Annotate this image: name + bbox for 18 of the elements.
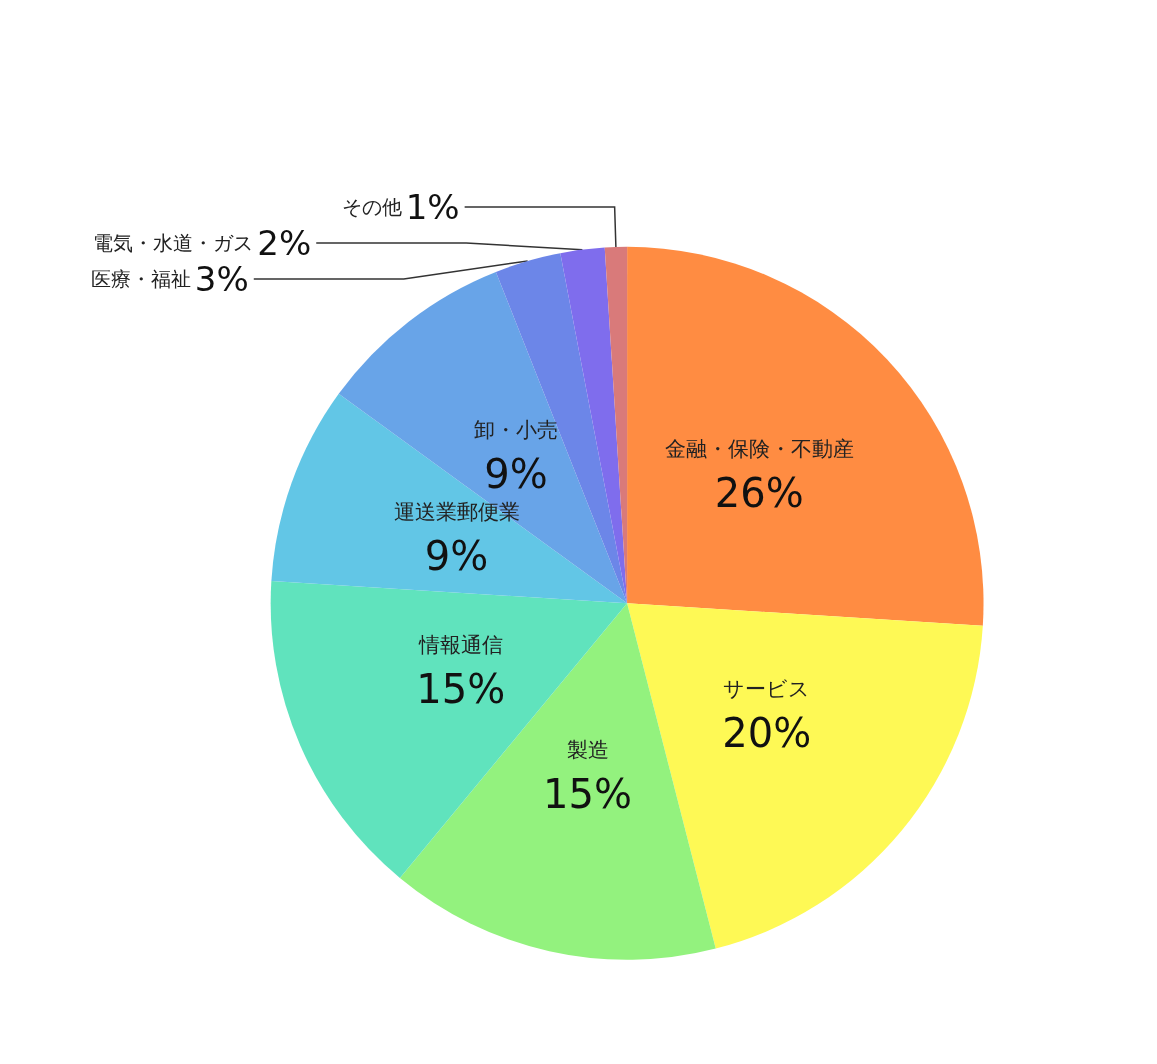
slice-label: サービス xyxy=(723,676,811,701)
slice-label: 電気・水道・ガス xyxy=(93,231,254,256)
slice-label: 金融・保険・不動産 xyxy=(664,437,854,462)
data-label: 1% xyxy=(405,187,460,228)
slice-label: 卸・小売 xyxy=(474,418,559,443)
slice-label: 医療・福祉 xyxy=(91,267,192,292)
slice-label: 運送業郵便業 xyxy=(393,499,520,524)
data-label: 20% xyxy=(722,709,812,756)
slice-label: その他 xyxy=(341,195,402,220)
data-label: 2% xyxy=(257,223,312,264)
data-label: 9% xyxy=(424,532,489,579)
data-label: 9% xyxy=(484,451,548,498)
data-label: 15% xyxy=(543,771,633,818)
data-label: 26% xyxy=(714,470,804,517)
slice-label: 情報通信 xyxy=(417,633,503,658)
data-label: 15% xyxy=(416,666,506,713)
slice-label: 製造 xyxy=(566,738,609,763)
data-label: 3% xyxy=(194,259,249,300)
